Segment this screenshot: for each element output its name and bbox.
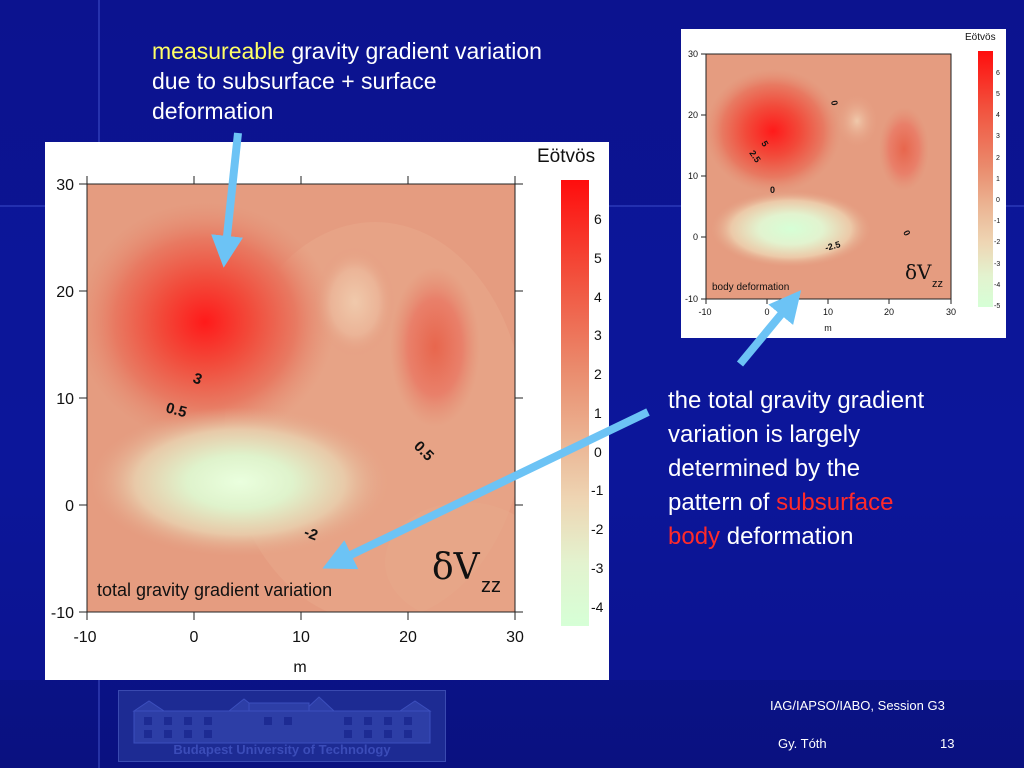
main-unit-label: Eötvös	[537, 146, 595, 167]
main-x-axis-title: m	[293, 659, 306, 676]
main-y-tick: 10	[56, 391, 74, 408]
caption-top: measureable gravity gradient variation d…	[152, 36, 612, 126]
caption-right: the total gravity gradient variation is …	[668, 384, 1008, 554]
caption-right-line3: determined by the	[668, 455, 861, 482]
main-colorbar-tick: 4	[594, 289, 602, 305]
small-unit-label: Eötvös	[965, 32, 996, 43]
university-building-icon	[132, 696, 432, 744]
small-x-tick: 30	[946, 307, 956, 317]
main-x-tick: 10	[292, 629, 310, 646]
small-colorbar-tick: -4	[994, 282, 1000, 289]
main-colorbar-tick: -4	[591, 599, 604, 615]
small-x-tick: -10	[698, 307, 711, 317]
main-contour-label: -2	[302, 524, 320, 545]
main-x-tick: 0	[190, 629, 199, 646]
small-inner-label: body deformation	[712, 282, 789, 293]
small-colorbar-tick: 1	[996, 176, 1000, 183]
footer-session: IAG/IAPSO/IABO, Session G3	[770, 698, 945, 713]
main-colorbar-tick: 3	[594, 327, 602, 343]
small-colorbar-tick: -1	[994, 218, 1000, 225]
caption-right-line4-prefix: pattern of	[668, 489, 777, 516]
small-y-tick: 10	[688, 171, 698, 181]
small-y-tick: 0	[693, 232, 698, 242]
small-colorbar-tick: 0	[996, 197, 1000, 204]
main-colorbar-tick: -2	[591, 521, 604, 537]
main-inner-label: total gravity gradient variation	[97, 580, 332, 600]
footer-author: Gy. Tóth	[778, 736, 827, 751]
small-contour-label: -2.5	[824, 239, 842, 253]
small-symbol: δV	[905, 260, 932, 284]
small-colorbar-tick: 6	[996, 70, 1000, 77]
small-plot-svg: -10 0 10 20 30 30 20 10 0 -10 m 0 5 2.5 …	[685, 32, 1000, 333]
small-y-tick: 30	[688, 49, 698, 59]
main-symbol: δV	[432, 547, 481, 588]
small-contour-label: 0	[770, 185, 775, 195]
main-plot-svg: -10 0 10 20 30 30 20 10 0 -10 m 3 0.5 0.…	[51, 146, 604, 676]
small-colorbar-tick: 5	[996, 91, 1000, 98]
main-y-tick: 20	[56, 284, 74, 301]
caption-top-line3: deformation	[152, 98, 274, 124]
main-colorbar-tick: 5	[594, 250, 602, 266]
main-colorbar-tick: 1	[594, 405, 602, 421]
small-contour-plot: -10 0 10 20 30 30 20 10 0 -10 m 0 5 2.5 …	[681, 29, 1006, 338]
small-symbol-subscript: zz	[932, 278, 943, 290]
main-contour-plot: -10 0 10 20 30 30 20 10 0 -10 m 3 0.5 0.…	[45, 142, 609, 680]
small-colorbar-tick: 2	[996, 155, 1000, 162]
small-x-tick: 0	[764, 307, 769, 317]
small-contour-label: 0	[829, 100, 840, 107]
main-colorbar-tick: -1	[591, 482, 604, 498]
caption-right-line5-red: body	[668, 523, 721, 550]
caption-right-line4-red: subsurface	[776, 489, 894, 516]
main-y-tick: 0	[65, 498, 74, 515]
main-x-tick: -10	[73, 629, 96, 646]
main-symbol-subscript: zz	[481, 575, 501, 597]
main-colorbar	[561, 180, 589, 626]
small-x-tick: 20	[884, 307, 894, 317]
main-x-tick: 20	[399, 629, 417, 646]
small-colorbar-tick: 3	[996, 133, 1000, 140]
small-contour-label: 0	[901, 229, 912, 238]
main-contour-label: 0.5	[164, 399, 189, 421]
caption-top-highlight: measureable	[152, 38, 285, 64]
footer-page-number: 13	[940, 736, 955, 751]
small-colorbar-tick: 4	[996, 112, 1000, 119]
university-logo-text: Budapest University of Technology	[173, 742, 391, 757]
small-colorbar	[978, 51, 993, 307]
main-colorbar-tick: 0	[594, 444, 602, 460]
caption-right-line5-rest: deformation	[720, 523, 854, 550]
university-logo: Budapest University of Technology	[118, 690, 446, 762]
main-y-tick: 30	[56, 177, 74, 194]
small-x-tick: 10	[823, 307, 833, 317]
small-y-tick: -10	[685, 294, 698, 304]
main-colorbar-tick: 2	[594, 366, 602, 382]
main-y-tick: -10	[51, 605, 74, 622]
small-y-tick: 20	[688, 110, 698, 120]
caption-top-line2: due to subsurface + surface	[152, 68, 437, 94]
small-contour-label: 5	[759, 139, 770, 148]
small-colorbar-tick: -2	[994, 239, 1000, 246]
main-x-tick: 30	[506, 629, 524, 646]
small-colorbar-tick: -3	[994, 261, 1000, 268]
small-colorbar-tick: -5	[994, 303, 1000, 310]
main-colorbar-tick: 6	[594, 211, 602, 227]
caption-top-line1-rest: gravity gradient variation	[284, 38, 542, 64]
caption-right-line2: variation is largely	[668, 421, 861, 448]
caption-right-line1: the total gravity gradient	[668, 387, 925, 414]
small-x-axis-title: m	[824, 323, 832, 333]
main-colorbar-tick: -3	[591, 560, 604, 576]
